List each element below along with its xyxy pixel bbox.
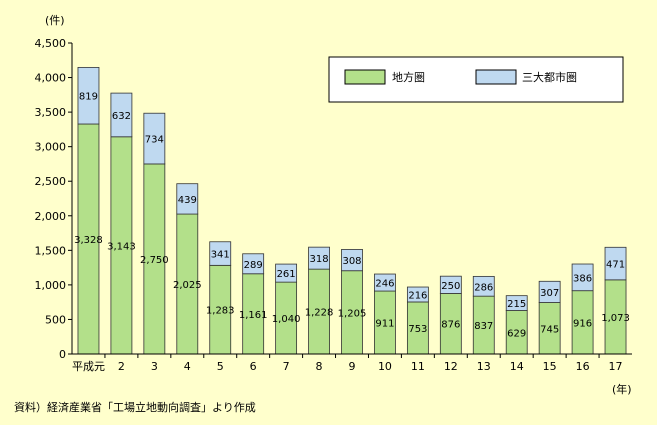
x-tick-label: 10 bbox=[378, 360, 392, 373]
data-label-chihouken: 2,750 bbox=[140, 255, 169, 266]
data-label-chihouken: 629 bbox=[507, 328, 526, 339]
bar-sandaitoshiken bbox=[143, 112, 166, 165]
x-tick-label: 13 bbox=[477, 360, 491, 373]
bar-sandaitoshiken bbox=[472, 275, 495, 297]
data-label-sandaitoshiken: 250 bbox=[441, 281, 460, 292]
data-label-sandaitoshiken: 216 bbox=[408, 290, 427, 301]
data-label-sandaitoshiken: 318 bbox=[310, 254, 329, 265]
y-tick-label: 4,500 bbox=[35, 37, 67, 50]
legend-label-sandaitoshiken: 三大都市圏 bbox=[522, 70, 577, 84]
bar-sandaitoshiken bbox=[308, 246, 330, 270]
data-label-sandaitoshiken: 439 bbox=[178, 195, 197, 206]
data-label-chihouken: 1,040 bbox=[272, 314, 301, 325]
bar-sandaitoshiken bbox=[571, 263, 594, 292]
bar-sandaitoshiken bbox=[538, 280, 561, 303]
x-tick-label: 2 bbox=[118, 360, 125, 373]
bar-sandaitoshiken bbox=[406, 286, 429, 303]
x-tick-label: 平成元 bbox=[72, 360, 105, 373]
legend-swatch-sandaitoshiken bbox=[475, 69, 517, 85]
bar-sandaitoshiken bbox=[209, 241, 232, 266]
data-label-sandaitoshiken: 261 bbox=[277, 269, 296, 280]
x-tick-label: 6 bbox=[250, 360, 257, 373]
data-label-chihouken: 1,283 bbox=[206, 306, 235, 317]
x-tick-label: 7 bbox=[283, 360, 290, 373]
bar-sandaitoshiken bbox=[439, 275, 462, 294]
bar-sandaitoshiken bbox=[110, 92, 133, 138]
data-label-chihouken: 837 bbox=[474, 321, 493, 332]
data-label-sandaitoshiken: 734 bbox=[145, 135, 164, 146]
data-label-sandaitoshiken: 307 bbox=[540, 288, 559, 299]
data-label-sandaitoshiken: 308 bbox=[342, 256, 361, 267]
y-tick-label: 0 bbox=[59, 348, 66, 361]
x-tick-label: 15 bbox=[543, 360, 557, 373]
x-tick-label: 12 bbox=[444, 360, 458, 373]
x-tick-label: 16 bbox=[576, 360, 590, 373]
y-tick-label: 2,500 bbox=[35, 175, 67, 188]
bar-sandaitoshiken bbox=[374, 273, 396, 292]
data-label-sandaitoshiken: 819 bbox=[79, 92, 98, 103]
legend-swatch-chihouken bbox=[344, 69, 386, 85]
x-tick-label: 3 bbox=[151, 360, 158, 373]
x-tick-label: 11 bbox=[411, 360, 425, 373]
bar-sandaitoshiken bbox=[505, 295, 528, 311]
y-axis: 0 500 1,000 1,500 2,000 2,500 3,000 3,500 4,000 4… bbox=[35, 37, 73, 361]
data-label-chihouken: 1,228 bbox=[305, 308, 334, 319]
bar-sandaitoshiken bbox=[176, 183, 199, 215]
x-axis-label: (年) bbox=[612, 382, 632, 396]
x-tick-label: 4 bbox=[184, 360, 191, 373]
data-label-sandaitoshiken: 246 bbox=[375, 279, 394, 290]
data-label-sandaitoshiken: 289 bbox=[244, 260, 263, 271]
data-label-chihouken: 745 bbox=[540, 324, 559, 335]
data-label-sandaitoshiken: 286 bbox=[474, 282, 493, 293]
legend: 地方圏 三大都市圏 bbox=[328, 56, 624, 103]
data-label-sandaitoshiken: 386 bbox=[573, 273, 592, 284]
bar-sandaitoshiken bbox=[275, 263, 298, 283]
x-tick-label: 9 bbox=[349, 360, 356, 373]
bar-sandaitoshiken bbox=[242, 253, 265, 275]
bar-sandaitoshiken bbox=[77, 66, 100, 125]
data-label-chihouken: 753 bbox=[408, 324, 427, 335]
data-label-chihouken: 3,328 bbox=[74, 235, 103, 246]
data-label-chihouken: 1,205 bbox=[338, 308, 367, 319]
x-tick-label: 5 bbox=[217, 360, 224, 373]
data-label-sandaitoshiken: 215 bbox=[507, 299, 526, 310]
source-note: 資料）経済産業省「工場立地動向調査」より作成 bbox=[14, 400, 256, 414]
legend-label-chihouken: 地方圏 bbox=[392, 70, 425, 84]
data-label-sandaitoshiken: 632 bbox=[112, 111, 131, 122]
data-label-chihouken: 916 bbox=[573, 318, 592, 329]
data-label-sandaitoshiken: 341 bbox=[211, 250, 230, 261]
y-tick-label: 1,500 bbox=[35, 244, 67, 257]
data-label-chihouken: 3,143 bbox=[107, 241, 136, 252]
x-tick-label: 8 bbox=[316, 360, 323, 373]
y-tick-label: 500 bbox=[45, 313, 66, 326]
data-label-chihouken: 2,025 bbox=[173, 280, 202, 291]
data-label-chihouken: 876 bbox=[441, 320, 460, 331]
x-tick-label: 14 bbox=[510, 360, 524, 373]
y-tick-label: 3,500 bbox=[35, 106, 67, 119]
y-tick-label: 2,000 bbox=[35, 210, 67, 223]
x-axis: 平成元 2 3 4 5 6 7 8 9 10 11 12 13 14 15 16 17 bbox=[72, 353, 632, 373]
data-label-sandaitoshiken: 471 bbox=[606, 260, 625, 271]
data-label-chihouken: 1,073 bbox=[601, 313, 630, 324]
y-tick-label: 4,000 bbox=[35, 72, 67, 85]
y-tick-label: 1,000 bbox=[35, 279, 67, 292]
x-tick-label: 17 bbox=[609, 360, 623, 373]
data-label-chihouken: 1,161 bbox=[239, 310, 268, 321]
y-axis-label: (件) bbox=[45, 14, 65, 27]
y-tick-label: 3,000 bbox=[35, 141, 67, 154]
bar-sandaitoshiken bbox=[341, 249, 363, 272]
data-label-chihouken: 911 bbox=[375, 319, 394, 330]
bars: 3,328 819 3,143 632 2,750 734 2,025 439 1,283 341… bbox=[74, 66, 630, 355]
bar-sandaitoshiken bbox=[604, 246, 627, 281]
